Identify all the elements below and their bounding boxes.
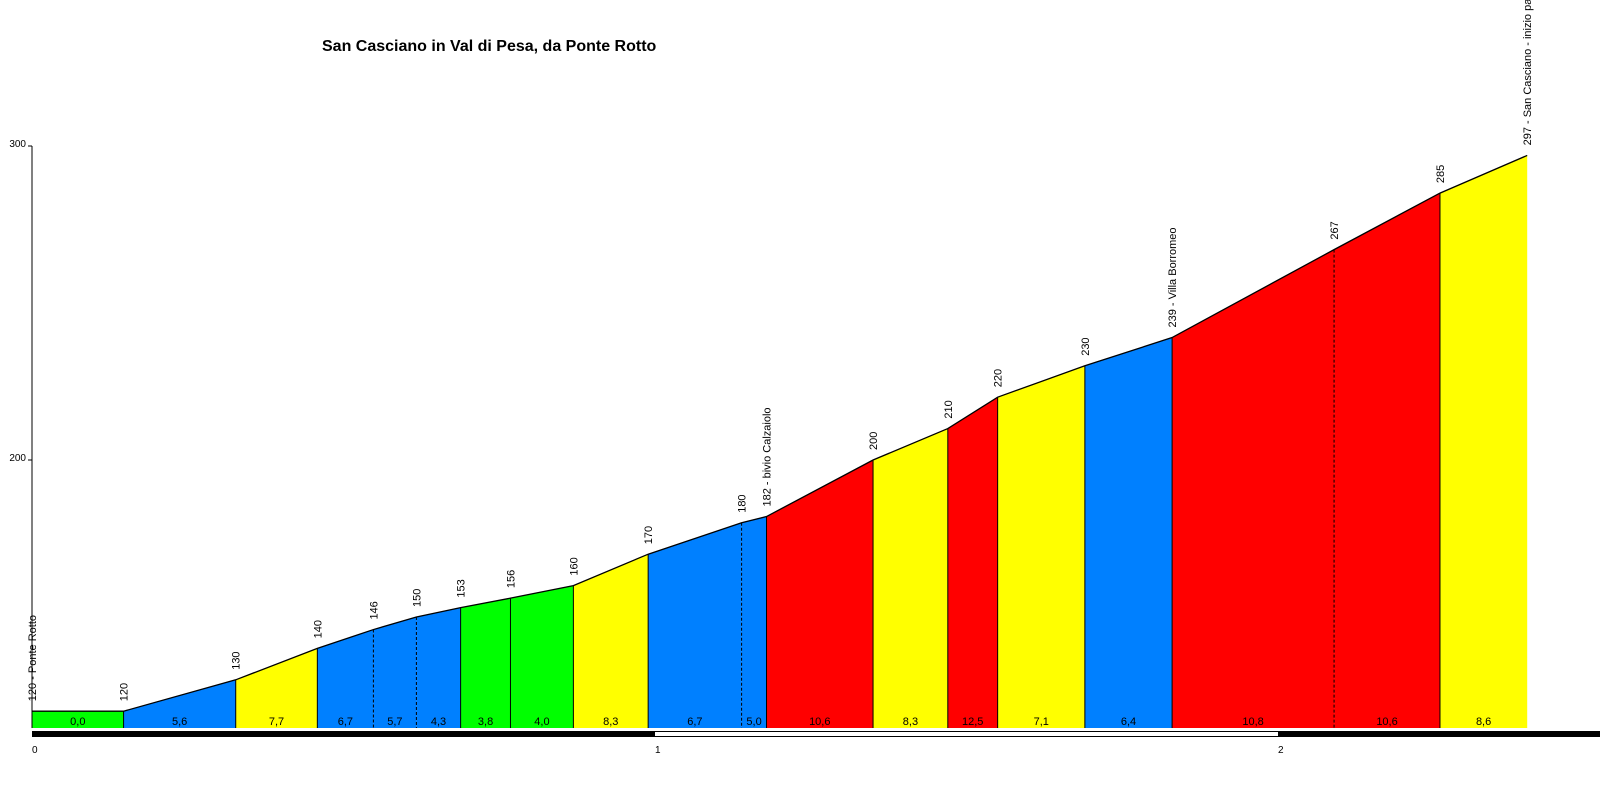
gradient-label-17: 10,8 [1242,716,1263,728]
segment-fill-11 [741,516,767,728]
gradient-label-11: 5,0 [746,716,761,728]
segment-fill-5 [373,617,417,728]
altitude-label-3: 130 [231,651,243,669]
segment-fill-16 [1084,337,1173,728]
segment-fill-2 [123,679,236,728]
altitude-label-9: 160 [568,557,580,575]
gradient-labels: 0,0 5,6 7,7 6,7 5,7 4,3 3,8 4,0 8,3 6,7 5,0 10,6 8,3… [70,716,1491,728]
gradient-label-4: 6,7 [338,716,353,728]
altitude-label-1: 120 - Ponte Rotto [27,615,39,701]
segment-dividers [123,193,1441,728]
segment-fill-15 [997,365,1085,728]
gradient-label-5: 5,7 [387,716,402,728]
altitude-label-5: 146 [368,601,380,619]
segment-fill-9 [573,554,649,728]
altitude-label-19: 285 [1435,165,1447,183]
segment-fill-10 [648,522,742,728]
profile-outline [32,154,1528,712]
gradient-label-19: 8,6 [1476,716,1491,728]
segment-fill-8 [510,585,574,728]
gradient-label-8: 4,0 [534,716,549,728]
gradient-label-3: 7,7 [269,716,284,728]
profile-line [32,154,1528,712]
altitude-label-7: 153 [456,579,468,597]
km-bar-white-1 [655,732,1278,736]
gradient-segments [32,155,1528,729]
altitude-label-4: 140 [312,620,324,638]
gradient-label-13: 8,3 [903,716,918,728]
x-tick-label-2: 2 [1278,745,1284,756]
gradient-label-15: 7,1 [1034,716,1049,728]
altitude-label-13: 200 [868,432,880,450]
gradient-label-18: 10,6 [1376,716,1397,728]
gradient-label-6: 4,3 [431,716,446,728]
gradient-label-2: 5,6 [172,716,187,728]
segment-fill-12 [766,460,874,728]
gradient-label-1: 0,0 [70,716,85,728]
altitude-label-18: 267 [1329,221,1341,239]
altitude-label-15: 220 [993,369,1005,387]
segment-fill-4 [317,629,374,728]
gradient-label-7: 3,8 [478,716,493,728]
segment-fill-1 [32,711,124,728]
x-tick-label-0: 0 [32,745,38,756]
segment-fill-7 [460,598,511,728]
altitude-label-10: 170 [643,526,655,544]
segment-fill-14 [947,397,998,728]
segment-fill-3 [235,648,318,728]
segment-fill-19 [1439,155,1528,729]
y-tick-label-300: 300 [9,139,26,150]
altitude-label-2: 120 [119,683,131,701]
altitude-label-17: 239 - Villa Borromeo [1167,227,1179,327]
segment-fill-18 [1334,193,1440,729]
axes: 200 300 0 1 2 [9,139,1600,756]
segment-fill-13 [873,428,948,728]
y-tick-label-200: 200 [9,453,26,464]
altitude-label-11: 180 [737,494,749,512]
segment-fill-6 [416,607,461,728]
altitude-label-6: 150 [411,589,423,607]
gradient-label-12: 10,6 [809,716,830,728]
segment-fill-17 [1172,249,1335,728]
altitude-label-20: 297 - San Casciano - inizio paese [1522,0,1534,145]
chart-title: San Casciano in Val di Pesa, da Ponte Ro… [322,38,657,55]
altitude-label-8: 156 [505,570,517,588]
gradient-label-14: 12,5 [962,716,983,728]
gradient-label-16: 6,4 [1121,716,1136,728]
altitude-label-16: 230 [1080,337,1092,355]
altitude-labels: 120 - Ponte Rotto 120 130 140 146 150 153 156 16… [27,0,1534,701]
gradient-label-9: 8,3 [603,716,618,728]
altitude-label-14: 210 [943,400,955,418]
altitude-label-12: 182 - bivio Calzaiolo [762,407,774,506]
x-tick-label-1: 1 [655,745,661,756]
gradient-label-10: 6,7 [687,716,702,728]
